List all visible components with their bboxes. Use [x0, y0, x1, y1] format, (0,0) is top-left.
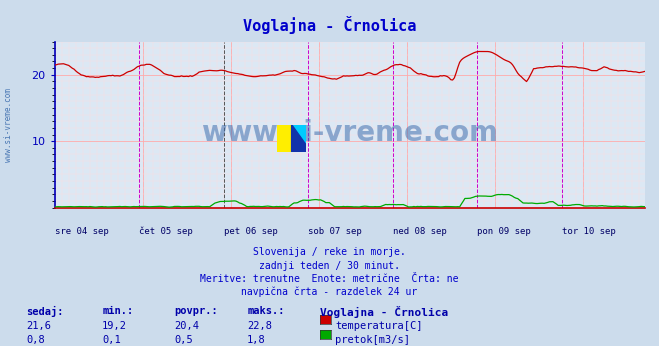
Text: 22,8: 22,8 — [247, 321, 272, 331]
Text: navpična črta - razdelek 24 ur: navpična črta - razdelek 24 ur — [241, 287, 418, 297]
Text: www.si-vreme.com: www.si-vreme.com — [4, 88, 13, 162]
Text: temperatura[C]: temperatura[C] — [335, 321, 423, 331]
Bar — [277, 125, 291, 152]
Text: 0,8: 0,8 — [26, 335, 45, 345]
Text: www.si-vreme.com: www.si-vreme.com — [201, 119, 498, 147]
Text: sre 04 sep: sre 04 sep — [55, 227, 109, 236]
Text: 1,8: 1,8 — [247, 335, 266, 345]
Text: sob 07 sep: sob 07 sep — [308, 227, 362, 236]
Text: 20,4: 20,4 — [175, 321, 200, 331]
Polygon shape — [291, 125, 306, 145]
Text: pon 09 sep: pon 09 sep — [477, 227, 531, 236]
Text: 0,1: 0,1 — [102, 335, 121, 345]
Text: Voglajna - Črnolica: Voglajna - Črnolica — [320, 306, 448, 318]
Text: min.:: min.: — [102, 306, 133, 316]
Text: čet 05 sep: čet 05 sep — [139, 227, 193, 236]
Text: maks.:: maks.: — [247, 306, 285, 316]
Text: 0,5: 0,5 — [175, 335, 193, 345]
Text: Voglajna - Črnolica: Voglajna - Črnolica — [243, 16, 416, 34]
Text: 21,6: 21,6 — [26, 321, 51, 331]
Text: ned 08 sep: ned 08 sep — [393, 227, 447, 236]
Text: tor 10 sep: tor 10 sep — [561, 227, 616, 236]
Text: sedaj:: sedaj: — [26, 306, 64, 317]
Text: 19,2: 19,2 — [102, 321, 127, 331]
Text: Meritve: trenutne  Enote: metrične  Črta: ne: Meritve: trenutne Enote: metrične Črta: … — [200, 274, 459, 284]
Text: pretok[m3/s]: pretok[m3/s] — [335, 335, 411, 345]
Text: povpr.:: povpr.: — [175, 306, 218, 316]
Text: zadnji teden / 30 minut.: zadnji teden / 30 minut. — [259, 261, 400, 271]
Text: pet 06 sep: pet 06 sep — [223, 227, 277, 236]
Polygon shape — [291, 125, 306, 152]
Text: Slovenija / reke in morje.: Slovenija / reke in morje. — [253, 247, 406, 257]
